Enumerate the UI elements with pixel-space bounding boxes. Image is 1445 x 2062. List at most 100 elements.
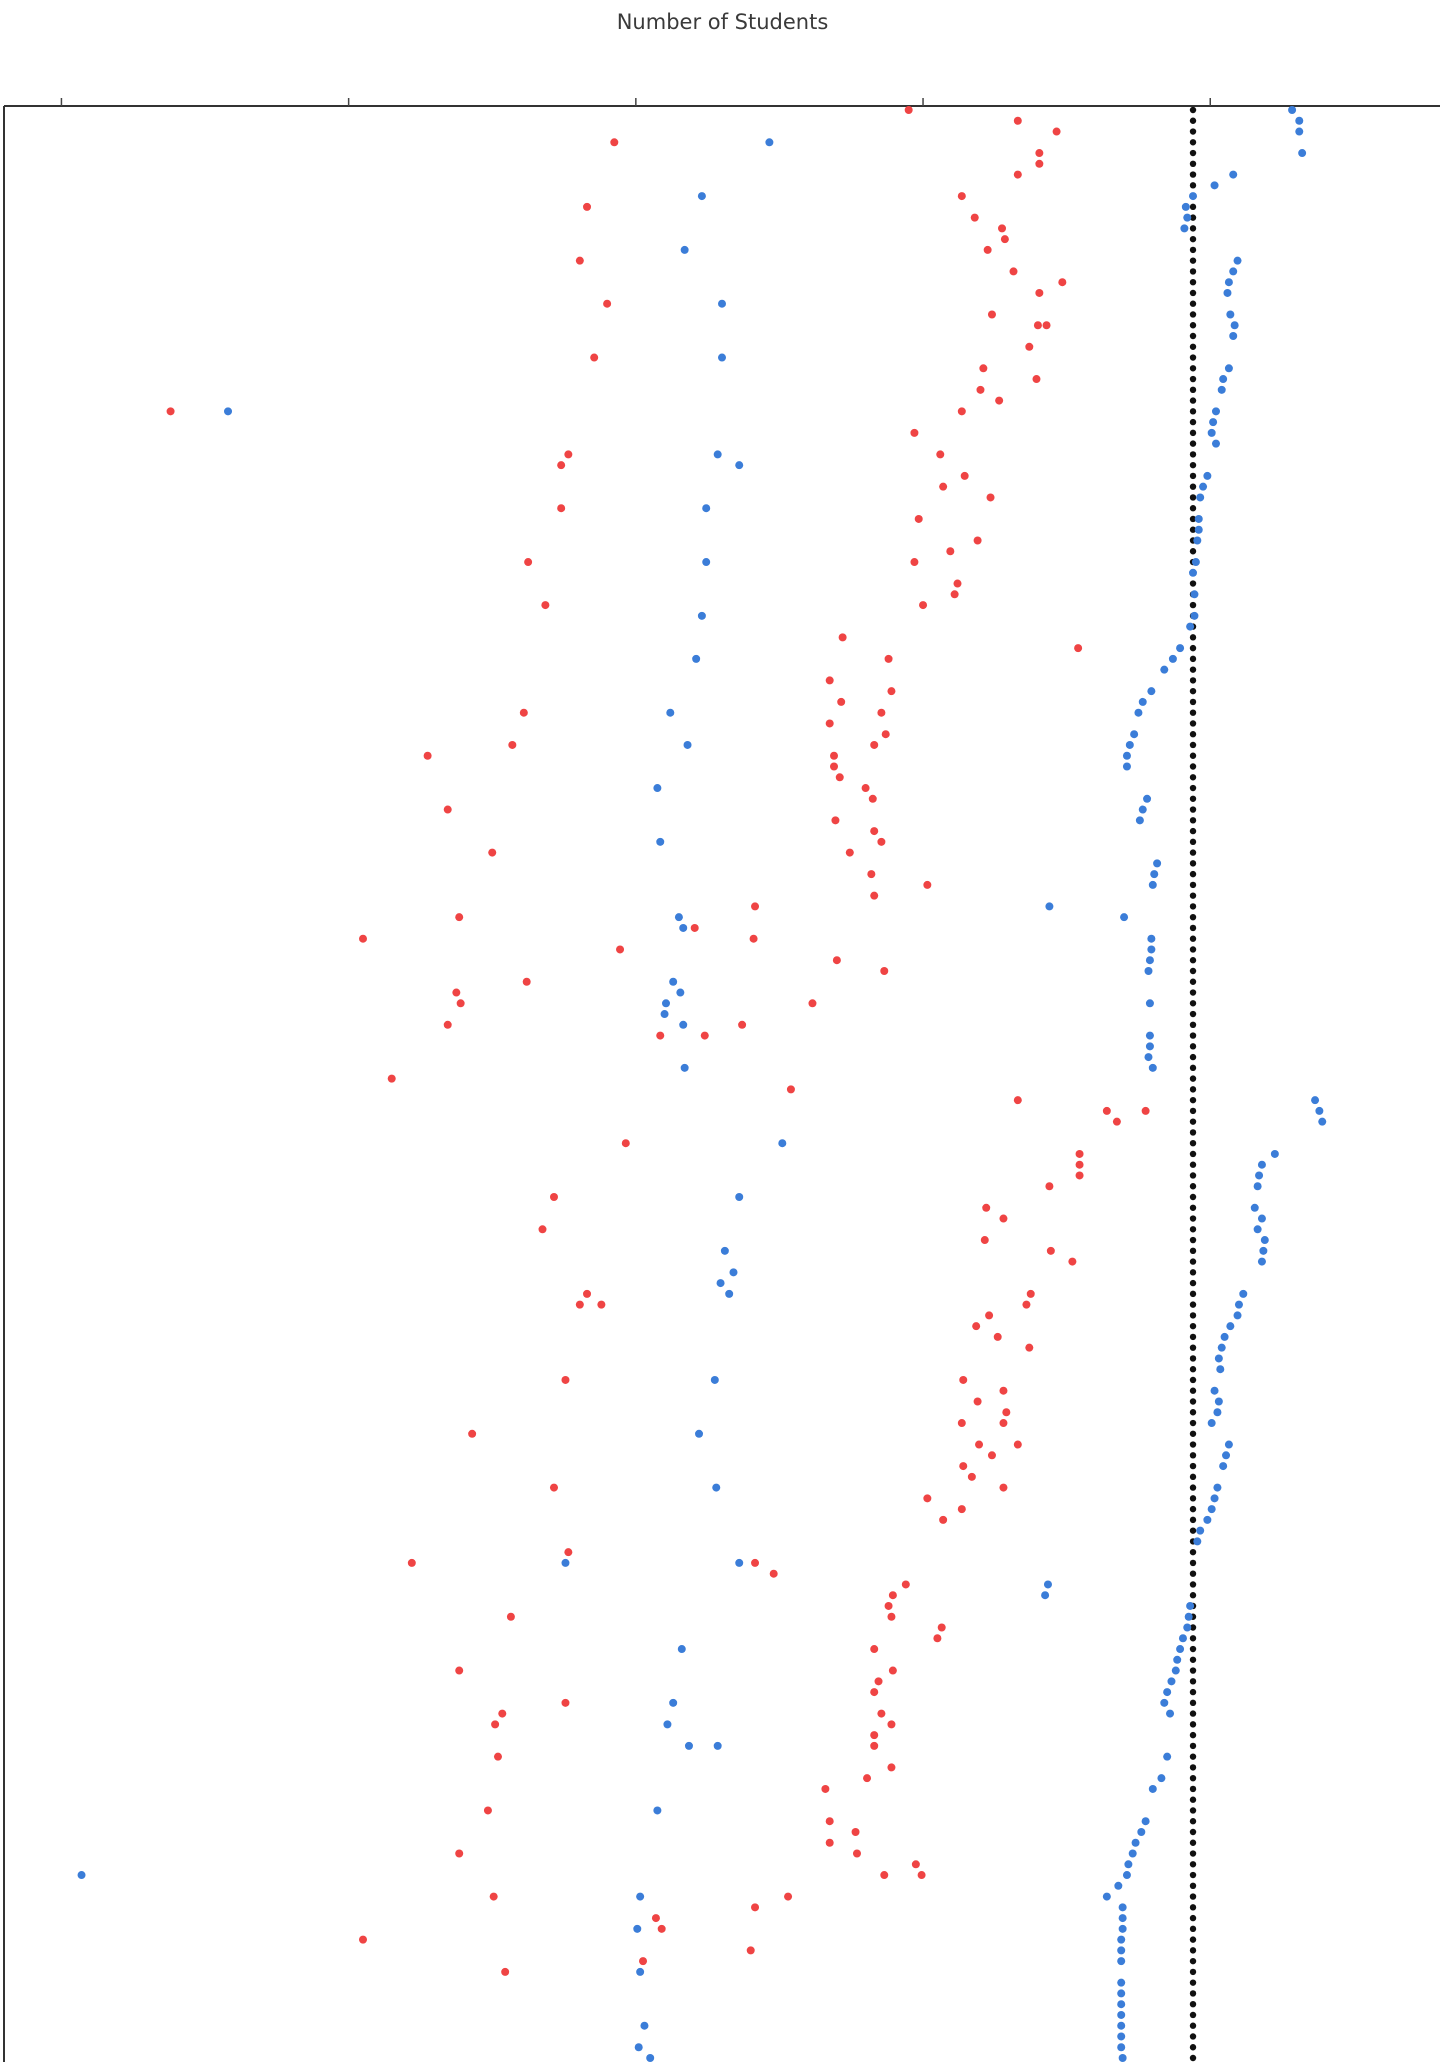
reference-line [1189, 106, 1197, 2062]
data-point [972, 1322, 981, 1331]
reference-line-dot [1189, 386, 1197, 394]
data-point [710, 1375, 719, 1384]
data-point [1250, 1203, 1259, 1212]
reference-line-dot [1189, 1548, 1197, 1556]
data-point [1253, 1182, 1262, 1191]
data-point [1035, 159, 1044, 168]
reference-line-dot [1189, 1204, 1197, 1211]
data-point [914, 514, 923, 523]
data-point [564, 1548, 573, 1557]
reference-line-dot [1189, 1086, 1197, 1093]
data-point [1160, 1698, 1169, 1707]
data-point [946, 547, 955, 556]
data-point [1134, 708, 1143, 717]
reference-line-dot [1189, 1839, 1197, 1846]
data-point [1013, 1440, 1022, 1449]
data-point [1075, 1149, 1084, 1158]
reference-line-dot [1189, 1032, 1197, 1039]
reference-line-dot [1189, 698, 1197, 706]
data-point [983, 245, 992, 254]
data-point [830, 762, 839, 771]
reference-line-dot [1189, 128, 1197, 135]
reference-line-dot [1189, 1366, 1197, 1373]
data-point [735, 461, 744, 470]
data-point [1141, 1817, 1150, 1826]
data-point [877, 708, 886, 717]
reference-line-dot [1189, 1645, 1197, 1653]
data-point [867, 870, 876, 879]
data-point [491, 1720, 500, 1729]
data-point [669, 977, 678, 986]
data-point [959, 1375, 968, 1384]
data-point [993, 1332, 1002, 1341]
reference-line-dot [1189, 354, 1197, 361]
data-point [973, 1397, 982, 1406]
reference-line-dot [1189, 709, 1197, 716]
reference-line-dot [1189, 2022, 1197, 2029]
data-point [359, 934, 367, 943]
data-point [888, 1666, 897, 1675]
data-point [663, 1720, 672, 1729]
data-point [1058, 278, 1067, 287]
reference-line-dot [1189, 1376, 1197, 1384]
reference-line-dot [1189, 903, 1197, 910]
data-point [679, 1020, 688, 1029]
reference-line-dot [1189, 870, 1197, 878]
reference-line-dot [1189, 1010, 1197, 1018]
reference-line-dot [1189, 365, 1197, 372]
data-point [443, 805, 452, 814]
reference-line-dot [1189, 1807, 1197, 1814]
data-point [861, 784, 870, 793]
reference-line-dot [1189, 235, 1197, 243]
data-point [880, 1871, 889, 1880]
data-point [483, 1806, 492, 1815]
reference-line-dot [1189, 1096, 1197, 1104]
data-point [1102, 1106, 1111, 1115]
reference-line-dot [1189, 1398, 1197, 1405]
data-point [1013, 170, 1022, 179]
data-point [887, 687, 896, 696]
reference-line-dot [1189, 505, 1197, 512]
data-point [967, 1472, 976, 1481]
data-point [982, 1203, 991, 1212]
data-point [697, 611, 706, 620]
reference-line-dot [1189, 1721, 1197, 1728]
data-point [583, 202, 592, 211]
reference-line-dot [1189, 472, 1197, 480]
data-point [1229, 267, 1238, 276]
data-point [455, 1666, 464, 1675]
reference-line-dot [1189, 1785, 1197, 1793]
data-point [1147, 687, 1156, 696]
data-point [666, 708, 675, 717]
reference-line-dot [1189, 1258, 1197, 1265]
data-point [1117, 1935, 1126, 1944]
reference-line-dot [1189, 1290, 1197, 1298]
reference-line-dot [1189, 1990, 1197, 1997]
reference-line-dot [1189, 1893, 1197, 1900]
data-point [616, 945, 625, 954]
data-point [1270, 1149, 1279, 1158]
data-point [1214, 1397, 1223, 1406]
data-point [1255, 1171, 1264, 1180]
data-point [851, 1827, 860, 1836]
data-point [1117, 2032, 1126, 2041]
reference-line-dot [1189, 1118, 1197, 1125]
reference-line-dot [1189, 1269, 1197, 1276]
data-point [1045, 1182, 1054, 1191]
reference-line-dot [1189, 375, 1197, 383]
data-point [884, 654, 893, 663]
data-point [1318, 1117, 1327, 1126]
reference-line-dot [1189, 214, 1197, 221]
reference-line-dot [1189, 440, 1197, 447]
data-point [657, 1924, 666, 1933]
reference-line-dot [1189, 483, 1197, 490]
data-point [786, 1085, 795, 1094]
data-point [522, 977, 531, 986]
reference-line-dot [1189, 1592, 1197, 1599]
data-point [639, 1957, 648, 1966]
reference-line-dot [1189, 741, 1197, 749]
data-point [1002, 1408, 1011, 1417]
reference-line-dot [1189, 397, 1197, 404]
data-point [1190, 611, 1199, 620]
data-point [1117, 2000, 1126, 2009]
